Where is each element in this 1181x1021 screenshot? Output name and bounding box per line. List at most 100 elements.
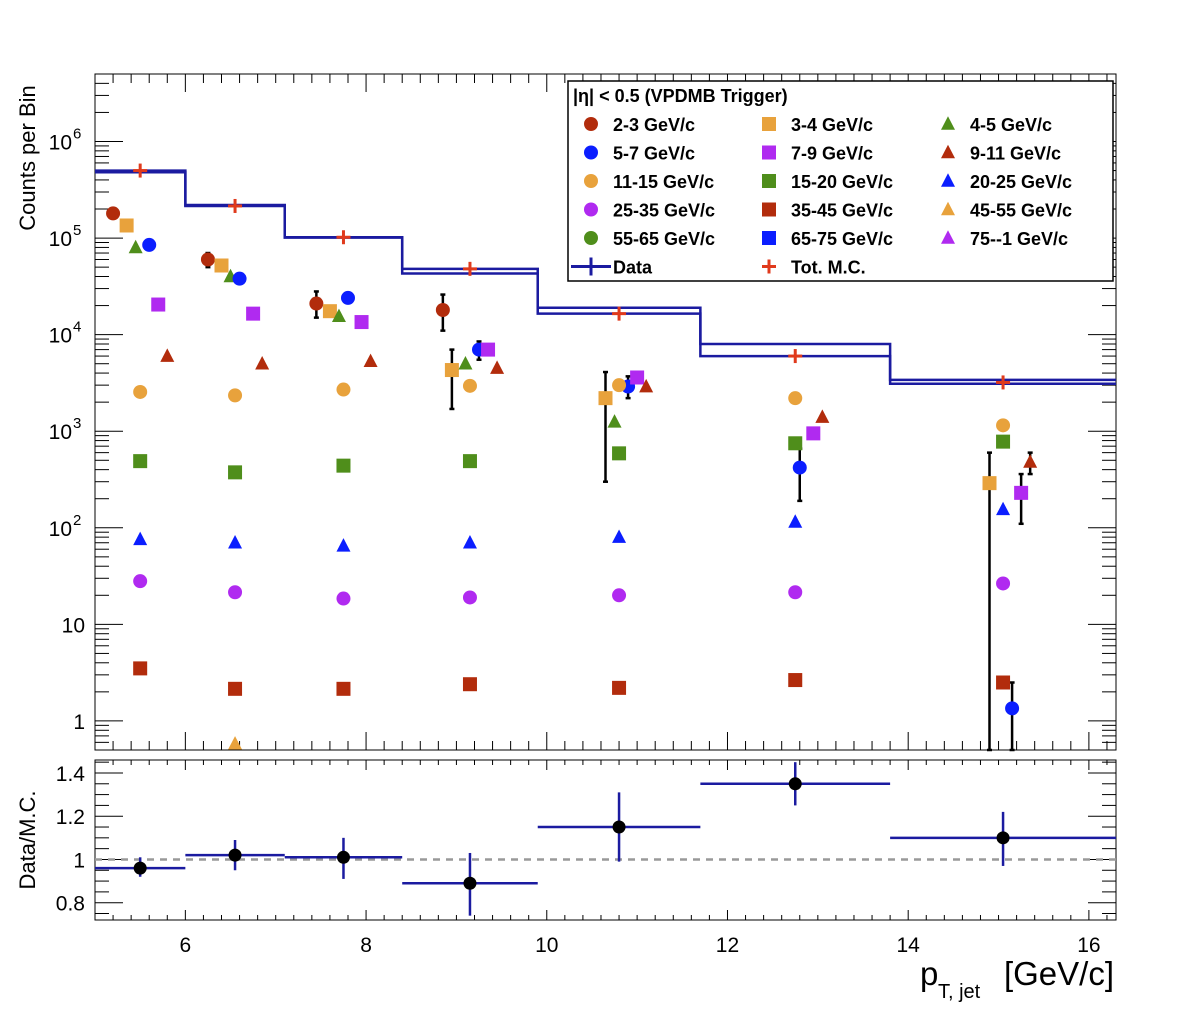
y-tick-label-exponent: 3 bbox=[73, 415, 81, 432]
mc-total-point bbox=[612, 306, 627, 321]
data-point bbox=[214, 258, 229, 273]
mc-total-point bbox=[133, 163, 148, 178]
legend-marker bbox=[584, 145, 598, 160]
mc-total-point bbox=[462, 261, 477, 276]
ratio-y-tick-label: 1 bbox=[73, 849, 85, 872]
data-point bbox=[607, 414, 622, 428]
data-point bbox=[133, 454, 148, 469]
series-45-55-gev-c bbox=[228, 736, 243, 750]
legend-label: 9-11 GeV/c bbox=[970, 144, 1061, 164]
data-point bbox=[612, 588, 627, 603]
x-tick-label: 14 bbox=[897, 934, 921, 957]
data-point bbox=[1014, 485, 1029, 500]
series-15-20-gev-c bbox=[133, 434, 1011, 480]
ratio-point bbox=[228, 848, 242, 862]
data-point bbox=[228, 736, 243, 750]
data-point bbox=[462, 535, 477, 549]
data-point bbox=[232, 271, 247, 286]
data-point bbox=[982, 476, 997, 491]
x-tick-label: 16 bbox=[1077, 934, 1100, 957]
legend-entry: 4-5 GeV/c bbox=[941, 115, 1052, 135]
x-tick-label: 8 bbox=[360, 934, 372, 957]
x-axis-title-subscript: T, jet bbox=[938, 981, 981, 1003]
series-5-7-gev-c bbox=[142, 237, 1020, 752]
data-point bbox=[1005, 701, 1020, 716]
ratio-point bbox=[996, 831, 1010, 845]
mc-total-series bbox=[133, 163, 1011, 390]
data-point bbox=[322, 304, 337, 319]
ratio-point bbox=[612, 820, 626, 834]
y-axis-title-counts: Counts per Bin bbox=[15, 85, 40, 231]
legend-label: 75--1 GeV/c bbox=[970, 229, 1068, 249]
legend-marker bbox=[762, 231, 776, 245]
legend-marker bbox=[762, 145, 776, 160]
legend-box bbox=[567, 80, 1114, 282]
data-point bbox=[435, 302, 450, 317]
ratio-y-tick-label: 0.8 bbox=[56, 893, 85, 916]
data-point bbox=[444, 363, 459, 378]
data-point bbox=[612, 446, 627, 461]
data-point bbox=[792, 460, 807, 475]
legend-marker bbox=[941, 173, 955, 187]
ratio-point bbox=[463, 876, 477, 890]
legend-label: 5-7 GeV/c bbox=[613, 144, 695, 164]
y-tick-label-exponent: 4 bbox=[73, 319, 81, 336]
ratio-point bbox=[336, 850, 350, 864]
data-point bbox=[363, 353, 378, 368]
data-point bbox=[788, 514, 803, 528]
legend-entry: 20-25 GeV/c bbox=[941, 172, 1072, 192]
data-point bbox=[788, 391, 803, 406]
data-point bbox=[133, 661, 148, 676]
y-tick-label-exponent: 2 bbox=[73, 512, 81, 529]
legend-entry: Data bbox=[571, 257, 653, 278]
legend-label: 3-4 GeV/c bbox=[791, 115, 873, 135]
legend-marker bbox=[584, 174, 598, 188]
data-point bbox=[255, 356, 270, 370]
ratio-point bbox=[788, 777, 802, 791]
data-point bbox=[996, 675, 1011, 690]
data-point bbox=[462, 677, 477, 692]
data-point bbox=[151, 297, 166, 312]
data-point bbox=[228, 535, 243, 549]
legend-entry: 15-20 GeV/c bbox=[762, 172, 893, 192]
y-tick-label: 10 bbox=[49, 132, 72, 155]
data-point bbox=[996, 434, 1011, 449]
legend-marker bbox=[762, 174, 776, 188]
data-point bbox=[1023, 454, 1038, 468]
data-point bbox=[142, 237, 157, 252]
legend-marker bbox=[941, 144, 955, 159]
x-tick-label: 10 bbox=[535, 934, 558, 957]
y-tick-label: 1 bbox=[73, 711, 85, 734]
legend-label: 35-45 GeV/c bbox=[791, 201, 893, 221]
legend: |η| < 0.5 (VPDMB Trigger) 2-3 GeV/c 3-4 Ge… bbox=[567, 80, 1114, 282]
legend-marker bbox=[584, 117, 598, 131]
data-point bbox=[788, 585, 803, 600]
data-point bbox=[246, 306, 261, 321]
data-point bbox=[996, 501, 1011, 516]
data-point bbox=[996, 576, 1011, 591]
legend-marker bbox=[762, 259, 776, 274]
data-point bbox=[331, 308, 346, 323]
data-point bbox=[336, 591, 351, 606]
data-point bbox=[309, 296, 324, 311]
legend-label: 2-3 GeV/c bbox=[613, 115, 695, 135]
data-point bbox=[458, 356, 473, 370]
legend-entry: 2-3 GeV/c bbox=[584, 115, 695, 135]
data-point bbox=[160, 348, 175, 362]
data-point bbox=[228, 388, 243, 403]
y-tick-label: 10 bbox=[49, 325, 72, 348]
series-20-25-gev-c bbox=[133, 501, 1011, 552]
data-point bbox=[336, 458, 351, 473]
data-point bbox=[336, 538, 351, 552]
legend-entry: 45-55 GeV/c bbox=[941, 201, 1072, 221]
legend-marker bbox=[571, 257, 611, 276]
data-point bbox=[612, 529, 627, 543]
legend-entry: 5-7 GeV/c bbox=[584, 144, 695, 164]
legend-entry: 65-75 GeV/c bbox=[762, 229, 893, 249]
legend-label: 25-35 GeV/c bbox=[613, 201, 715, 221]
series-25-35-gev-c bbox=[133, 574, 1011, 606]
y-tick-label-exponent: 5 bbox=[73, 222, 81, 239]
data-point bbox=[788, 436, 803, 451]
data-point bbox=[462, 378, 477, 393]
